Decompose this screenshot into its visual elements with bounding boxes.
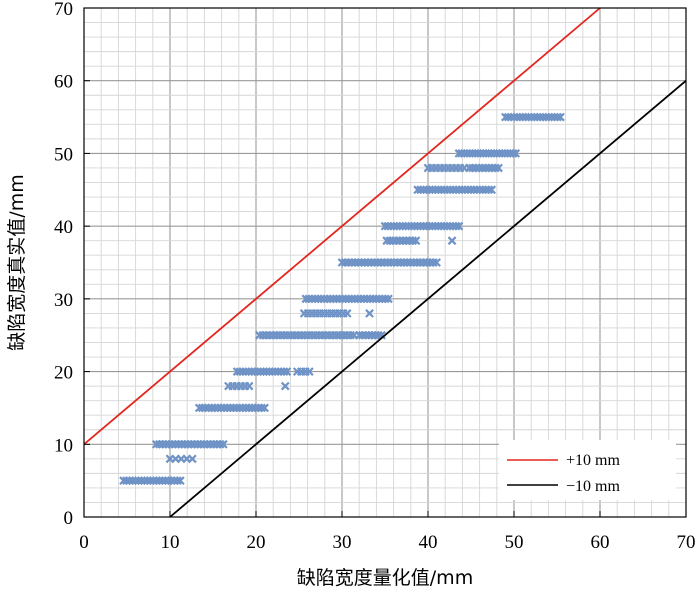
data-point — [215, 439, 225, 449]
data-point — [454, 221, 464, 231]
x-tick-label: 0 — [79, 532, 89, 553]
data-point — [377, 330, 386, 340]
data-point — [196, 439, 206, 449]
data-point — [187, 454, 197, 464]
x-axis-title: 缺陷宽度量化值/mm — [297, 567, 473, 589]
data-point — [556, 112, 565, 122]
data-point — [257, 403, 266, 413]
data-point — [161, 439, 171, 449]
data-point — [171, 439, 180, 449]
x-tick-label: 50 — [505, 532, 524, 553]
data-point — [304, 367, 314, 376]
data-point — [511, 149, 521, 158]
data-point — [494, 163, 503, 173]
data-point — [553, 112, 562, 122]
data-point — [451, 221, 461, 231]
data-point — [186, 439, 196, 449]
data-points — [119, 112, 565, 486]
x-tick-label: 10 — [161, 532, 180, 553]
data-point — [260, 403, 269, 413]
data-point — [180, 439, 190, 449]
data-point — [212, 439, 222, 449]
data-point — [487, 185, 497, 195]
y-tick-label: 40 — [54, 217, 73, 238]
data-point — [206, 439, 215, 449]
data-point — [411, 236, 421, 246]
data-point — [175, 476, 185, 486]
data-point — [172, 476, 182, 486]
data-point — [209, 439, 219, 449]
data-point — [447, 236, 457, 246]
x-tick-label: 30 — [333, 532, 352, 553]
data-point — [282, 367, 292, 376]
data-point — [183, 439, 193, 449]
data-point — [164, 439, 174, 449]
y-tick-label: 0 — [64, 508, 74, 529]
data-point — [199, 439, 209, 449]
lower-bound-line — [169, 80, 687, 518]
data-point — [342, 309, 352, 318]
data-point — [484, 185, 494, 195]
upper-bound-line — [83, 7, 601, 445]
data-point — [151, 439, 161, 449]
data-point — [177, 439, 187, 449]
x-tick-label: 70 — [677, 532, 696, 553]
legend-box — [499, 440, 676, 500]
legend-label-lower: −10 mm — [566, 478, 620, 495]
legend: +10 mm −10 mm — [499, 440, 676, 500]
data-point — [432, 258, 441, 267]
plot-frame — [83, 7, 687, 518]
x-tick-label: 40 — [419, 532, 438, 553]
data-point — [167, 439, 177, 449]
y-tick-label: 60 — [54, 72, 73, 93]
data-point — [361, 330, 370, 340]
y-tick-label: 30 — [54, 290, 73, 311]
data-point — [508, 149, 518, 158]
data-point — [367, 330, 377, 340]
data-point — [193, 439, 203, 449]
data-point — [174, 439, 183, 449]
data-point — [373, 330, 383, 340]
data-point — [155, 439, 164, 449]
y-tick-label: 70 — [54, 0, 73, 20]
data-point — [354, 330, 364, 340]
data-point — [244, 381, 254, 391]
data-point — [158, 439, 168, 449]
y-axis-title: 缺陷宽度真实值/mm — [6, 174, 28, 350]
x-tick-label: 20 — [247, 532, 266, 553]
data-point — [370, 330, 380, 340]
data-point — [279, 367, 289, 376]
data-point — [364, 330, 374, 340]
x-tick-label: 60 — [591, 532, 610, 553]
y-tick-label: 50 — [54, 144, 73, 165]
data-point — [280, 381, 290, 391]
y-tick-label: 10 — [54, 435, 73, 456]
y-tick-label: 20 — [54, 363, 73, 384]
data-point — [358, 330, 367, 340]
legend-label-upper: +10 mm — [566, 452, 620, 469]
tick-labels: 0 10 20 30 40 50 60 70 0 10 20 30 40 50 60 70 — [54, 0, 696, 553]
data-point — [202, 439, 212, 449]
reference-lines — [83, 7, 687, 518]
data-point — [218, 439, 228, 449]
data-point — [365, 309, 374, 318]
data-point — [384, 294, 393, 304]
data-point — [381, 294, 390, 304]
data-point — [190, 439, 199, 449]
